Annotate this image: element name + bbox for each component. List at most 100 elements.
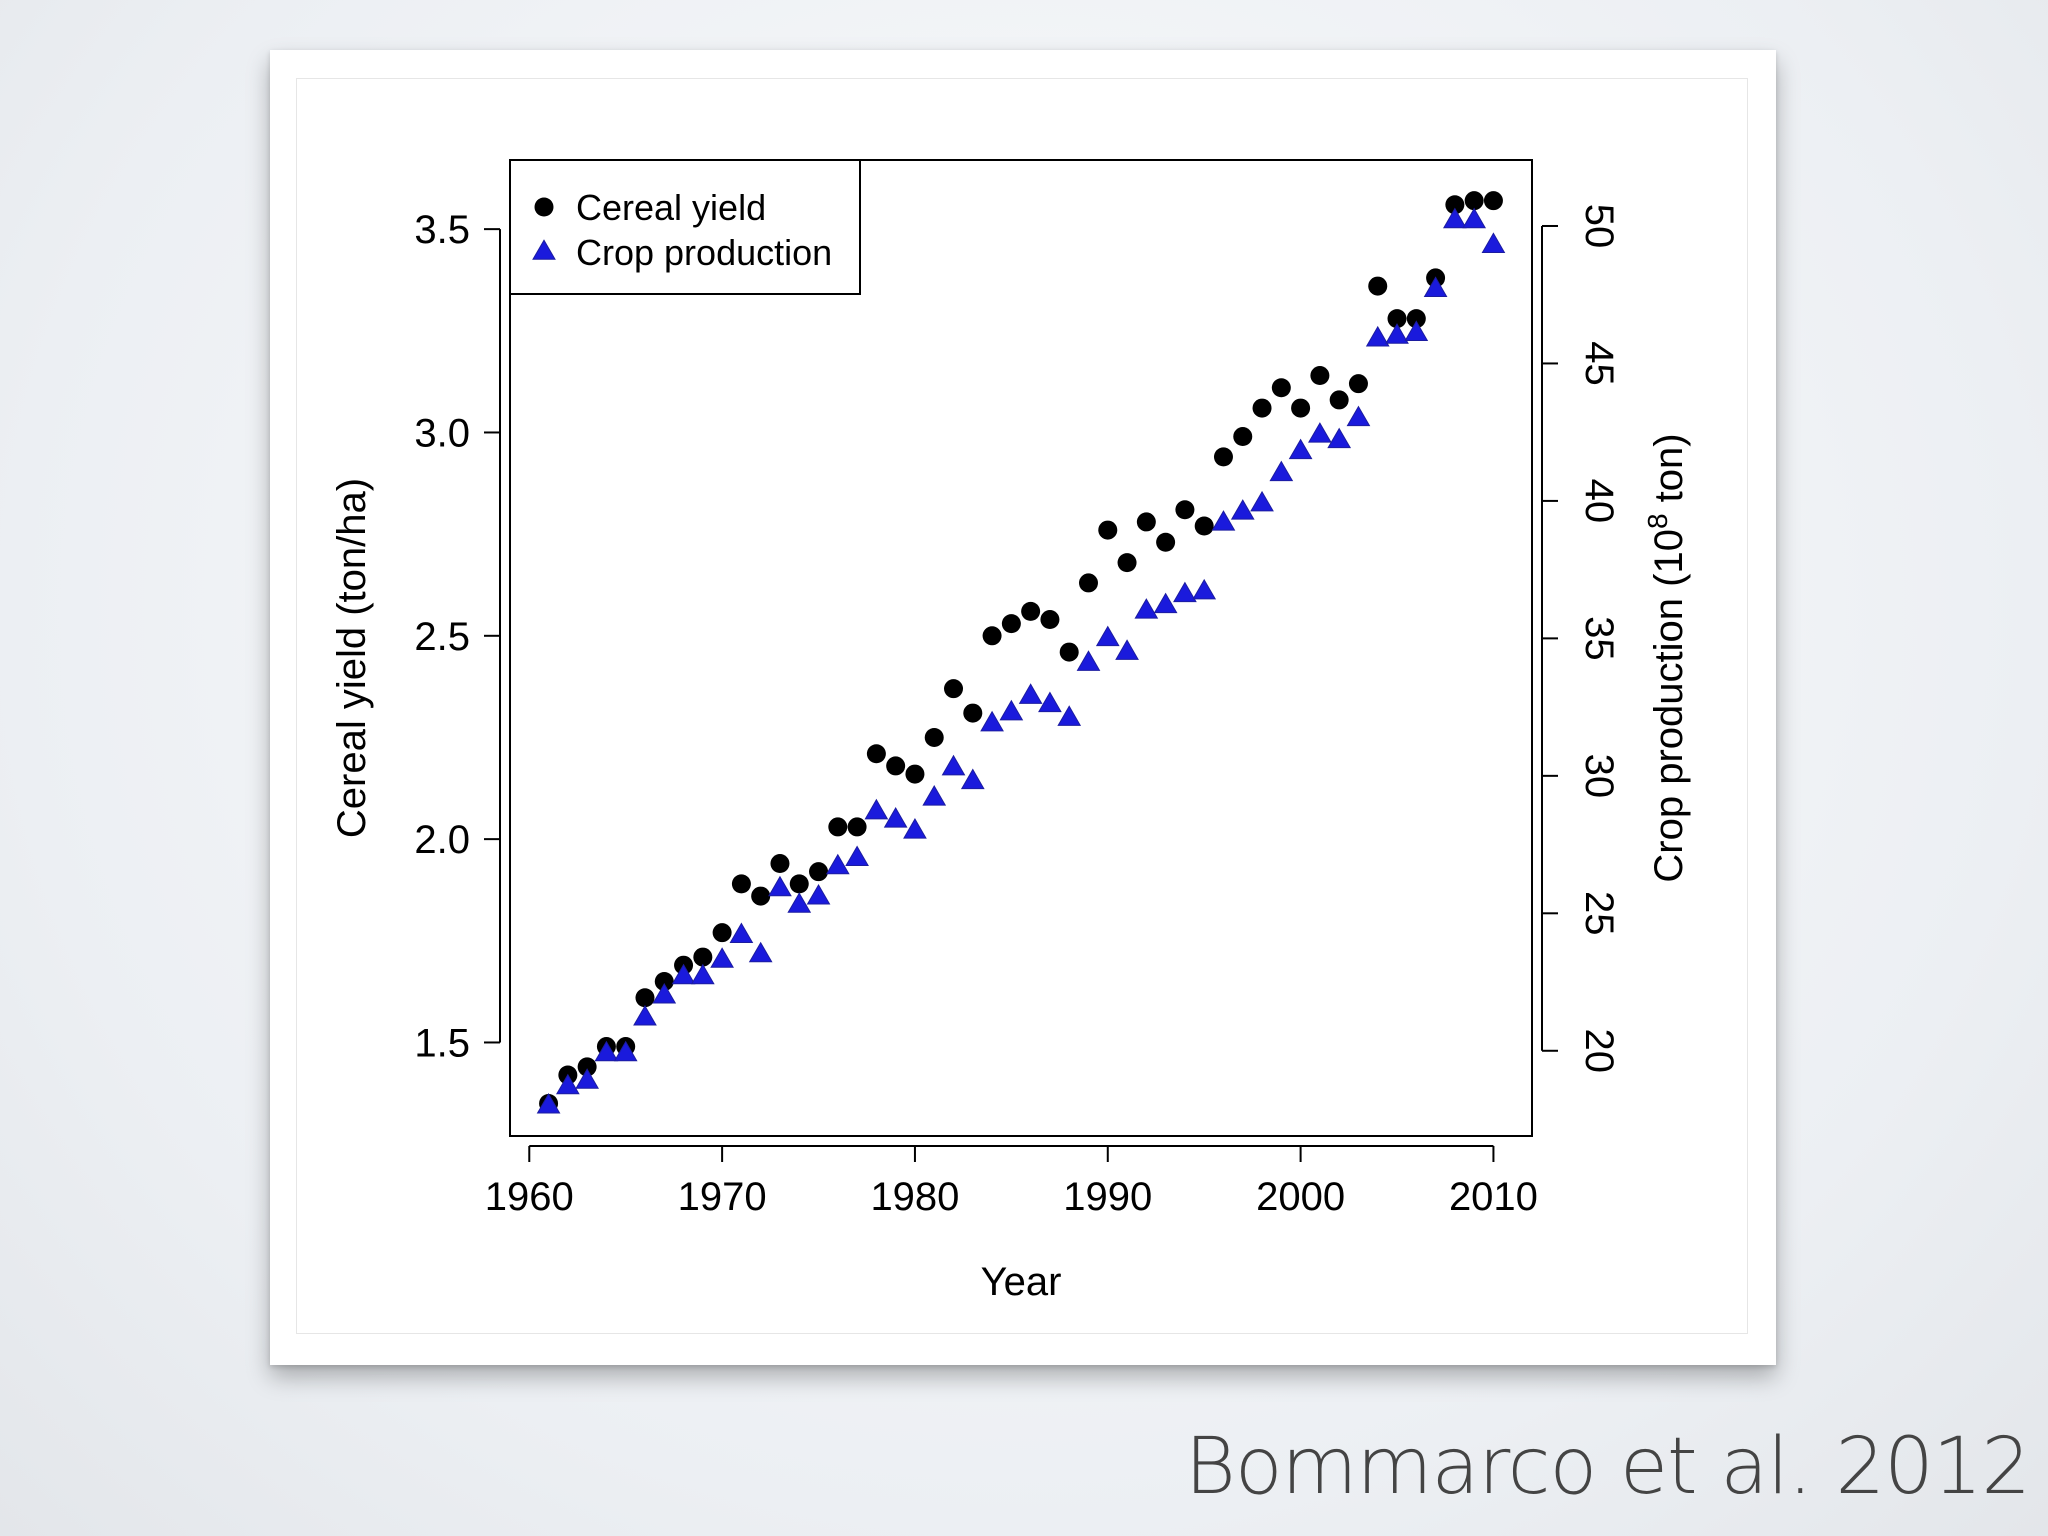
data-point	[960, 768, 985, 790]
right-y-tick-label: 45	[1577, 341, 1621, 386]
data-point	[693, 947, 713, 967]
data-point	[963, 703, 983, 723]
data-point	[1098, 520, 1118, 540]
data-point	[652, 982, 677, 1004]
left-y-tick-label: 1.5	[414, 1021, 470, 1065]
data-point	[1310, 366, 1330, 386]
data-point	[710, 947, 734, 968]
data-point	[1365, 325, 1390, 347]
data-point	[1291, 398, 1311, 418]
right-y-axis-title-text: ton)	[1647, 433, 1691, 513]
data-point	[1134, 598, 1159, 619]
x-tick-label: 2010	[1449, 1175, 1538, 1219]
data-point	[729, 922, 754, 944]
data-point	[1175, 500, 1195, 520]
left-y-axis-title: Cereal yield (ton/ha)	[330, 478, 374, 838]
x-tick-label: 1960	[485, 1175, 574, 1219]
data-point	[751, 886, 771, 906]
data-point	[1192, 578, 1217, 600]
data-point	[1329, 390, 1349, 410]
data-point	[1385, 323, 1409, 344]
data-point	[980, 710, 1004, 732]
data-point	[690, 963, 715, 985]
data-point	[575, 1068, 599, 1089]
data-point	[1327, 427, 1352, 449]
data-point	[1346, 405, 1371, 427]
data-point	[1211, 510, 1236, 531]
legend-box	[509, 159, 861, 295]
data-point	[845, 845, 869, 867]
left-y-tick-label: 2.5	[414, 615, 470, 659]
data-point	[1462, 207, 1487, 229]
data-point	[1387, 309, 1407, 329]
data-point	[1076, 650, 1101, 671]
right-y-axis-title-text: Crop production (10	[1647, 529, 1691, 883]
data-point	[809, 862, 829, 882]
data-point	[1250, 490, 1274, 512]
data-point	[1095, 625, 1120, 647]
data-point	[712, 923, 732, 943]
data-point	[864, 798, 889, 820]
slide-card: Year Cereal yield (ton/ha) Crop production…	[270, 50, 1776, 1365]
data-point	[941, 754, 966, 776]
x-tick-label: 2000	[1256, 1175, 1345, 1219]
right-y-tick-label: 35	[1577, 616, 1621, 661]
plot-area-frame	[509, 159, 1533, 1137]
data-point	[1230, 499, 1255, 520]
data-point	[613, 1040, 638, 1062]
data-point	[731, 874, 751, 894]
legend-marker	[532, 239, 556, 260]
right-y-tick-label: 40	[1577, 479, 1621, 524]
data-point	[671, 963, 696, 985]
data-point	[787, 892, 812, 913]
data-point	[1252, 398, 1272, 418]
x-axis-title: Year	[981, 1260, 1062, 1304]
data-point	[748, 941, 773, 963]
right-y-tick-label: 25	[1577, 891, 1621, 936]
data-point	[635, 988, 655, 1008]
series-crop-production	[536, 207, 1506, 1114]
data-point	[1269, 460, 1294, 482]
right-y-tick-label: 20	[1577, 1029, 1621, 1074]
data-point	[1136, 512, 1156, 532]
data-point	[633, 1004, 657, 1026]
data-point	[944, 679, 964, 699]
data-point	[1173, 581, 1197, 603]
data-point	[654, 971, 674, 991]
data-point	[536, 1092, 561, 1114]
data-point	[1057, 705, 1082, 726]
figure-frame	[296, 78, 1748, 1334]
data-point	[1368, 276, 1388, 296]
data-point	[1038, 691, 1062, 713]
data-point	[883, 807, 908, 828]
legend-label: Cereal yield	[576, 187, 766, 228]
left-y-tick-label: 3.0	[414, 411, 470, 455]
data-point	[1156, 532, 1176, 552]
data-point	[1078, 573, 1098, 593]
data-point	[789, 874, 809, 894]
legend-marker	[534, 197, 554, 217]
data-point	[555, 1073, 580, 1095]
data-point	[1308, 422, 1332, 443]
x-tick-label: 1980	[870, 1175, 959, 1219]
scatter-chart: Year Cereal yield (ton/ha) Crop production…	[330, 159, 1692, 1304]
data-point	[1481, 232, 1506, 253]
legend-label: Crop production	[576, 232, 832, 273]
data-point	[1406, 309, 1426, 329]
data-point	[1271, 378, 1291, 398]
data-point	[1404, 320, 1429, 341]
x-tick-label: 1970	[678, 1175, 767, 1219]
data-point	[1423, 276, 1448, 297]
right-y-axis-title-superscript: 8	[1642, 513, 1673, 529]
data-point	[866, 744, 886, 764]
data-point	[1483, 191, 1503, 211]
x-tick-label: 1990	[1063, 1175, 1152, 1219]
data-point	[1153, 592, 1178, 614]
right-y-axis-title: Crop production (108 ton)	[1642, 433, 1692, 882]
data-point	[825, 853, 850, 875]
citation: Bommarco et al. 2012	[1184, 1422, 2031, 1512]
data-point	[577, 1057, 597, 1077]
data-point	[828, 817, 848, 837]
data-point	[1059, 642, 1079, 662]
data-point	[903, 818, 927, 839]
